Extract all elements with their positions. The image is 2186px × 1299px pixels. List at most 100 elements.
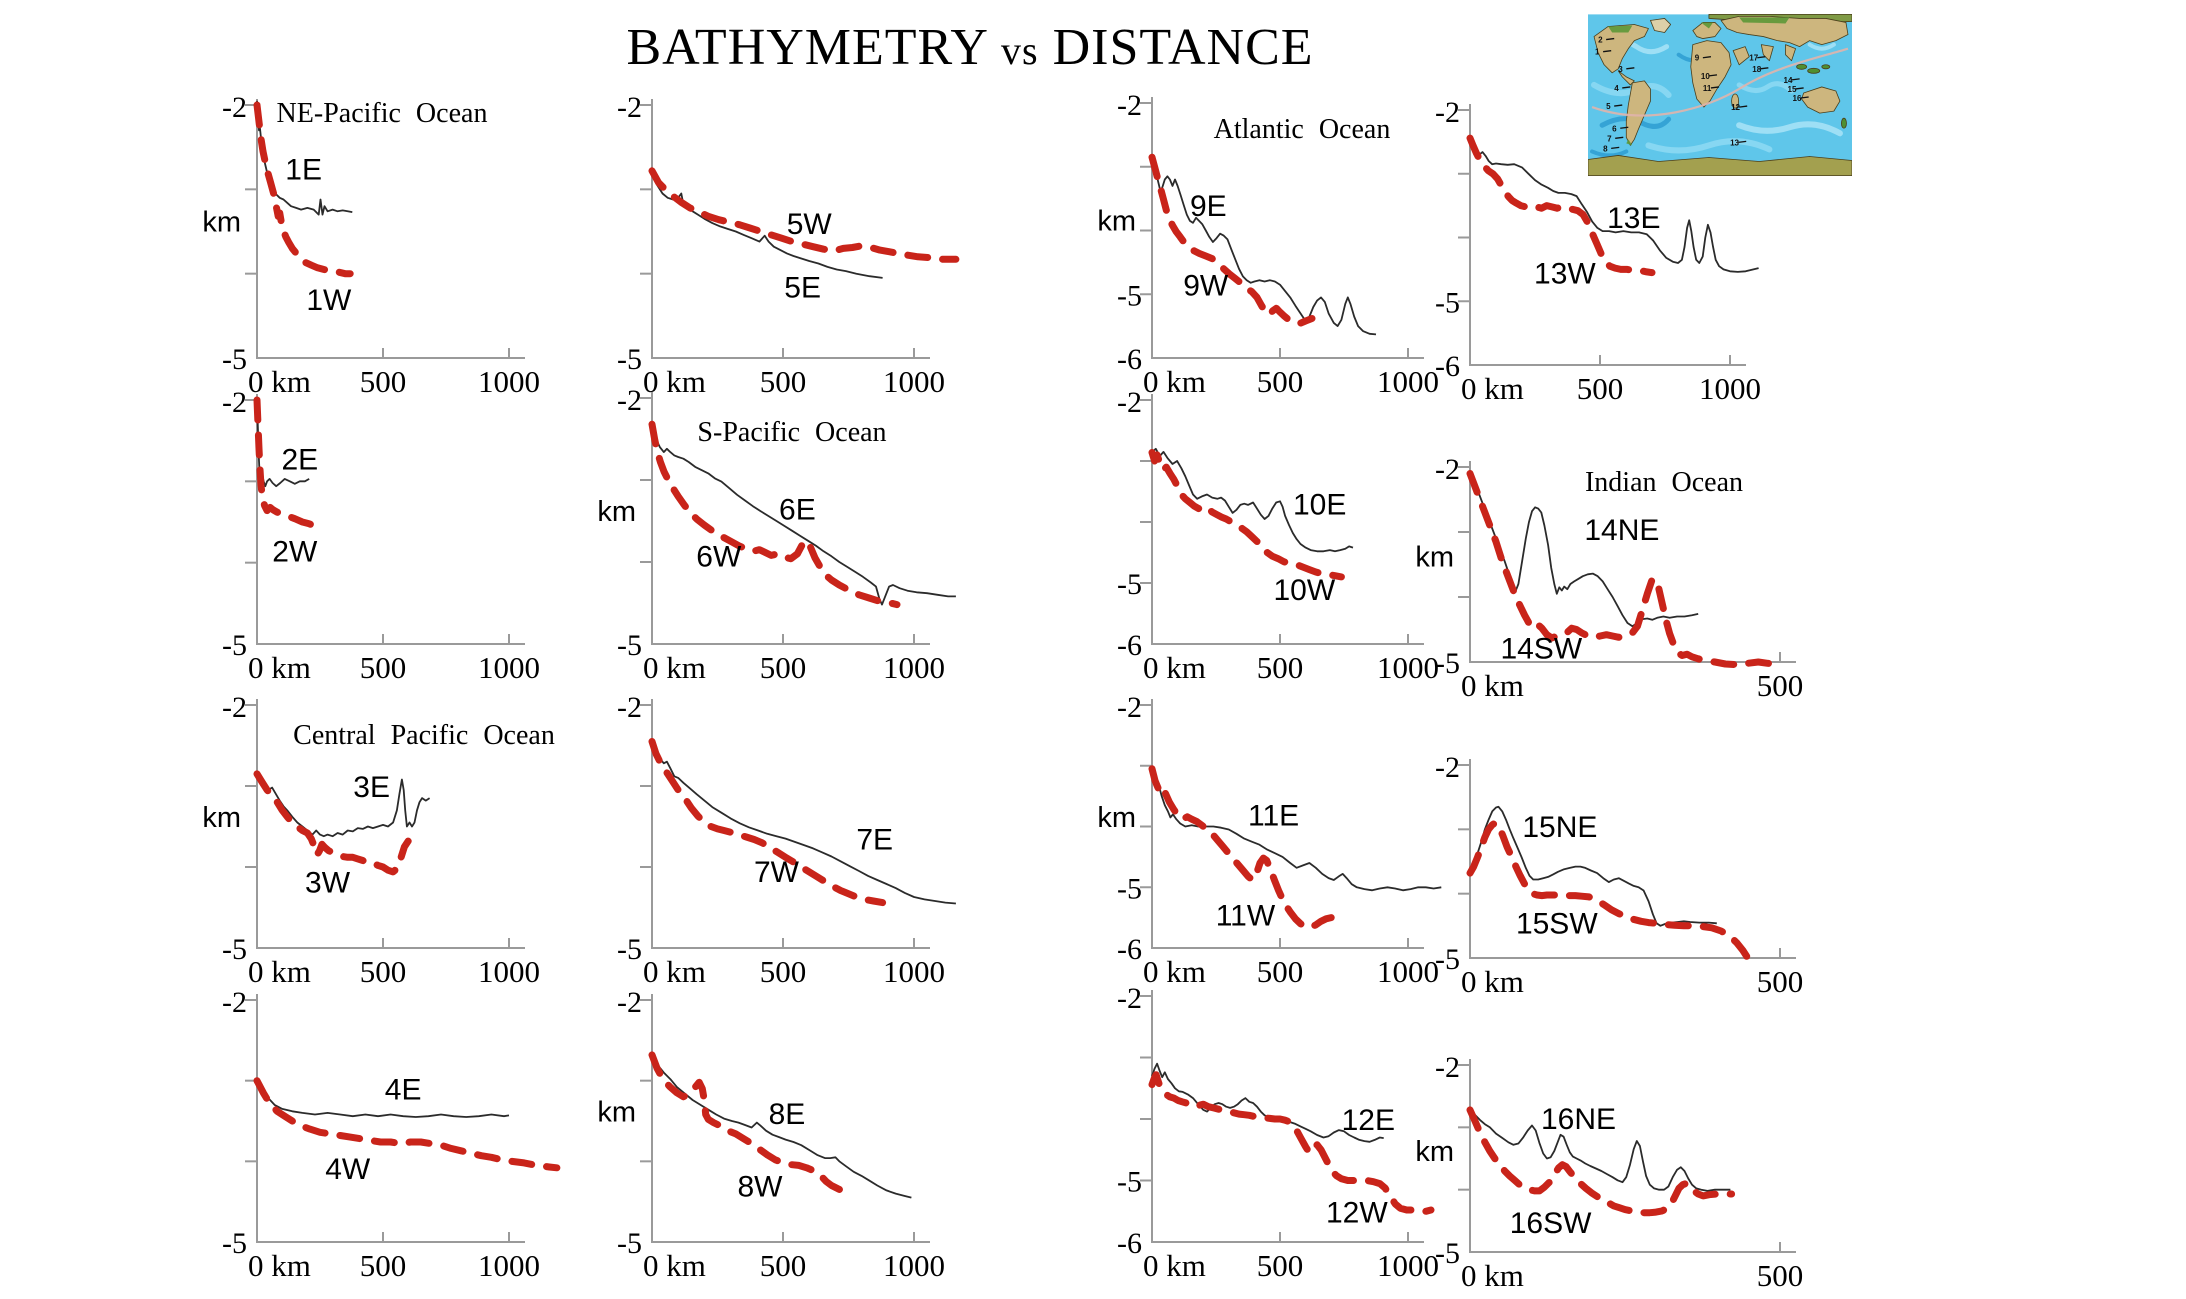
- series-2W-line: [253, 396, 317, 529]
- y-axis-unit-label: km: [202, 206, 241, 238]
- y-axis-unit-label: km: [202, 802, 241, 834]
- y-tick-label-bottom: -5: [1435, 647, 1460, 680]
- panel-15: -2 -50 km 500 15NE 15SW: [1435, 751, 1803, 999]
- series-8W-line: [648, 1051, 847, 1195]
- map-marker-tick: [1702, 56, 1712, 59]
- map-marker-8: 8: [1603, 144, 1608, 153]
- series-13E-line: [1469, 137, 1759, 273]
- y-tick-label-top: -2: [1435, 751, 1460, 784]
- series-label-16NE: 16NE: [1541, 1103, 1616, 1136]
- ocean-title: Central Pacific Ocean: [293, 720, 555, 751]
- panel-14: -2 -50 km 500 km Indian Ocean 14NE 14SW: [1415, 453, 1803, 703]
- map-land-asia: [1720, 16, 1849, 48]
- map-land-antarctica: [1588, 155, 1852, 176]
- x-tick-label: 1000: [478, 1248, 540, 1283]
- y-tick-label-top: -2: [222, 691, 247, 724]
- series-label-8E: 8E: [769, 1098, 806, 1131]
- map-marker-tick: [1615, 136, 1624, 139]
- series-9E-line: [1151, 153, 1377, 336]
- map-marker-5: 5: [1606, 102, 1611, 111]
- series-label-14SW: 14SW: [1500, 633, 1582, 666]
- map-marker-tick: [1795, 87, 1804, 90]
- map-marker-3: 3: [1618, 65, 1623, 74]
- series-3W-line: [253, 770, 412, 876]
- x-tick-label: 500: [760, 954, 807, 989]
- title-word-vs: vs: [1001, 28, 1039, 73]
- y-tick-label-bottom: -5: [222, 343, 247, 376]
- series-13W-line: [1466, 134, 1656, 277]
- x-tick-label: 0 km: [248, 954, 311, 989]
- series-label-4E: 4E: [385, 1074, 422, 1107]
- series-label-9W: 9W: [1183, 270, 1229, 303]
- y-tick-label-top: -2: [1435, 453, 1460, 486]
- series-16NE-line: [1469, 1109, 1731, 1192]
- y-tick-label-bottom: -6: [1435, 350, 1460, 383]
- series-8E-line: [651, 1054, 912, 1199]
- y-axis-unit-label: km: [1415, 542, 1454, 574]
- x-tick-label: 1000: [1699, 371, 1761, 406]
- series-12E-line: [1151, 1062, 1384, 1143]
- map-land-indochina: [1785, 44, 1796, 62]
- panel-4: -2 -50 km 500 1000 4E 4W: [222, 986, 561, 1283]
- map-land-indonesia-2: [1807, 67, 1821, 74]
- map-marker-tick: [1739, 105, 1748, 108]
- map-land-new-zealand: [1841, 117, 1847, 129]
- x-tick-label: 500: [1257, 650, 1304, 685]
- series-label-5E: 5E: [784, 271, 821, 304]
- series-4E-line: [256, 1080, 510, 1118]
- y-tick-label-top: -2: [617, 384, 642, 417]
- map-marker-4: 4: [1614, 84, 1619, 93]
- series-7W-line: [648, 738, 887, 907]
- map-marker-tick: [1606, 37, 1615, 41]
- panel-10: -2 -5 -60 km 500 1000 10E 10W: [1117, 386, 1439, 685]
- map-land-africa: [1690, 40, 1732, 108]
- panel-16: -2 -50 km 500 km 16NE 16SW: [1415, 1051, 1803, 1293]
- x-tick-label: 0 km: [1461, 668, 1524, 703]
- y-tick-label-top: -2: [1117, 691, 1142, 724]
- series-label-14NE: 14NE: [1584, 514, 1659, 547]
- map-marker-17: 17: [1749, 54, 1758, 63]
- x-tick-label: 500: [1757, 1258, 1804, 1293]
- y-tick-label-top: -2: [1435, 1051, 1460, 1084]
- map-marker-tick: [1611, 146, 1620, 150]
- x-tick-label: 1000: [883, 364, 945, 399]
- map-land-india: [1760, 44, 1774, 62]
- series-label-1E: 1E: [285, 153, 322, 186]
- y-axis-unit-label: km: [1097, 205, 1136, 237]
- series-7E-line: [651, 741, 956, 905]
- map-marker-tick: [1614, 104, 1623, 107]
- map-land-australia: [1801, 86, 1841, 114]
- y-tick-label-mid: -5: [1117, 568, 1142, 601]
- map-marker-1: 1: [1595, 48, 1600, 57]
- series-4W-line: [253, 1077, 561, 1172]
- x-tick-label: 500: [360, 364, 407, 399]
- y-tick-label-top: -2: [1117, 89, 1142, 122]
- y-tick-label-top: -2: [222, 386, 247, 419]
- panel-5: -2 -50 km 500 1000 5W 5E: [617, 91, 960, 399]
- y-tick-label-bottom: -6: [1117, 629, 1142, 662]
- x-tick-label: 500: [760, 364, 807, 399]
- map-marker-tick: [1620, 126, 1629, 129]
- x-tick-label: 0 km: [643, 364, 706, 399]
- y-tick-label-top: -2: [617, 91, 642, 124]
- y-tick-label-top: -2: [1117, 982, 1142, 1015]
- y-axis-unit-label: km: [597, 496, 636, 528]
- map-land-south-america: [1625, 80, 1651, 146]
- y-tick-label-bottom: -5: [222, 1227, 247, 1260]
- panel-9: -2 -5 -60 km 500 1000 km Atlantic Ocean 9E 9W: [1097, 89, 1439, 399]
- series-14SW-line: [1466, 470, 1779, 669]
- x-tick-label: 500: [1257, 954, 1304, 989]
- series-label-16SW: 16SW: [1510, 1207, 1592, 1240]
- map-marker-tick: [1791, 78, 1800, 81]
- map-marker-tick: [1710, 86, 1720, 89]
- title-word-2: DISTANCE: [1052, 19, 1314, 76]
- series-5W-line: [648, 167, 960, 263]
- series-label-6E: 6E: [779, 494, 816, 527]
- x-tick-label: 0 km: [1143, 364, 1206, 399]
- series-label-2E: 2E: [281, 444, 318, 477]
- x-tick-label: 0 km: [1143, 954, 1206, 989]
- y-tick-label-bottom: -6: [1117, 933, 1142, 966]
- x-tick-label: 1000: [1377, 364, 1439, 399]
- series-label-4W: 4W: [325, 1153, 371, 1186]
